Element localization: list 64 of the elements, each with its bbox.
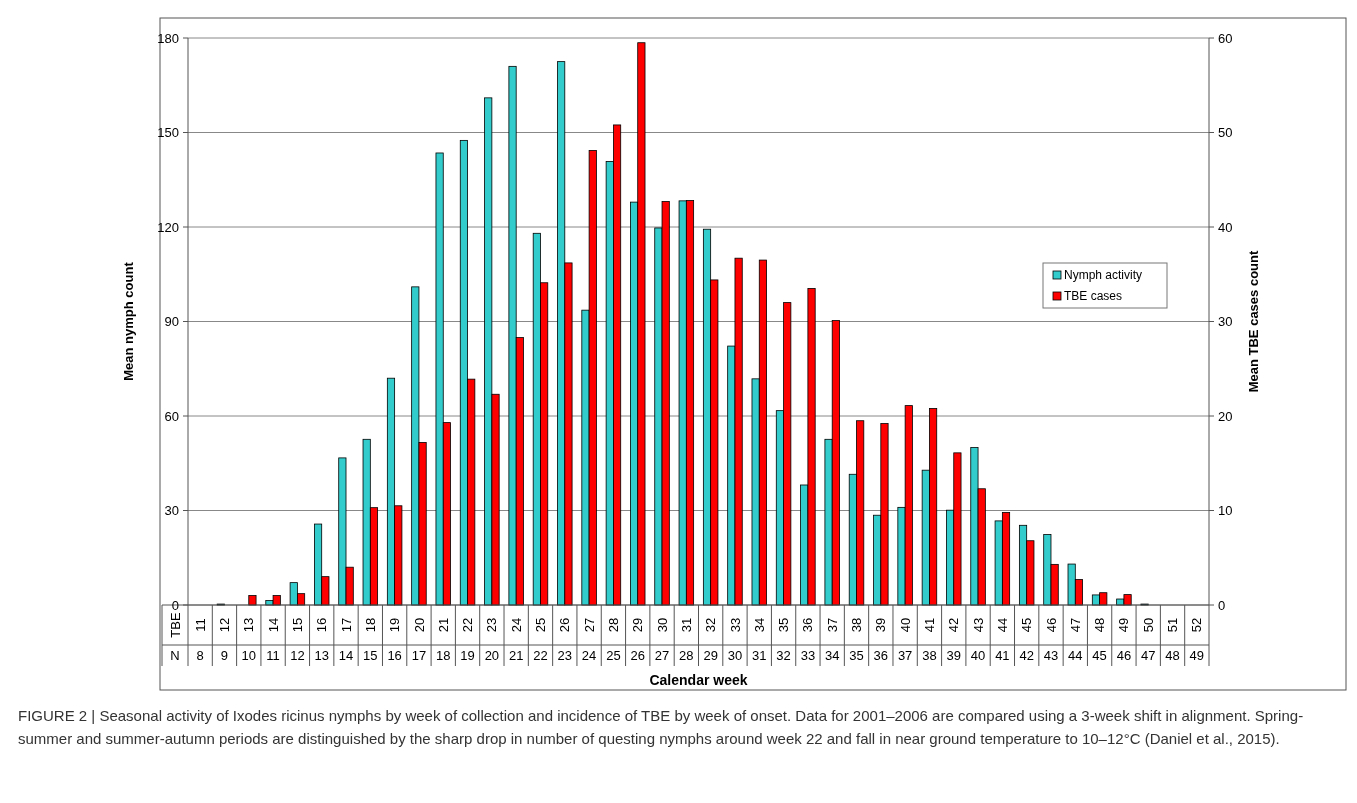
x-tick-label: 37 34 bbox=[824, 617, 840, 663]
x-tick-label: 36 33 bbox=[800, 617, 816, 663]
x-tick-label: 39 36 bbox=[873, 617, 889, 663]
x-tick-label: 25 22 bbox=[533, 617, 549, 663]
x-tick-label: 26 23 bbox=[557, 617, 573, 663]
x-tick-label: 46 43 bbox=[1043, 617, 1059, 663]
y2-tick-label: 0 bbox=[1218, 597, 1226, 613]
x-tick-label: 22 19 bbox=[460, 617, 476, 663]
x-tick-label: 18 15 bbox=[362, 617, 378, 663]
category-label: 11 8 bbox=[192, 618, 208, 663]
x-tick-label: 15 12 bbox=[289, 617, 305, 663]
y-tick-label: 30 bbox=[164, 503, 179, 519]
x-tick-label: 29 26 bbox=[630, 617, 646, 663]
y2-tick-label: 10 bbox=[1218, 503, 1233, 519]
legend-label: Nymph activity bbox=[1064, 268, 1143, 283]
x-tick-label: 33 30 bbox=[727, 617, 743, 663]
x-tick-label: 17 14 bbox=[338, 617, 354, 663]
x-tick-label: 49 46 bbox=[1116, 617, 1132, 663]
x-tick-label: 23 20 bbox=[484, 617, 500, 663]
x-tick-label: 38 35 bbox=[849, 617, 865, 663]
y2-tick-label: 20 bbox=[1218, 408, 1233, 424]
x-tick-label: 21 18 bbox=[435, 617, 451, 663]
y-tick-label: 120 bbox=[157, 219, 179, 235]
x-tick-label: 30 27 bbox=[654, 617, 670, 663]
x-tick-label: 40 37 bbox=[897, 617, 913, 663]
legend-label: TBE cases bbox=[1064, 289, 1123, 304]
x-axis-title: Calendar week bbox=[649, 672, 748, 688]
x-tick-label: 48 45 bbox=[1092, 617, 1108, 663]
text: N bbox=[170, 647, 180, 663]
x-tick-label: 28 25 bbox=[605, 617, 621, 663]
x-tick-label: 34 31 bbox=[751, 617, 767, 663]
y-tick-label: 60 bbox=[164, 408, 179, 424]
y-tick-label: 180 bbox=[157, 30, 179, 46]
x-tick-label: 19 16 bbox=[387, 617, 403, 663]
y2-axis-title: Mean TBE cases count bbox=[1246, 250, 1261, 393]
y-tick-label: 150 bbox=[157, 125, 179, 141]
x-tick-label: 31 28 bbox=[678, 617, 694, 663]
y2-tick-label: 60 bbox=[1218, 30, 1233, 46]
x-tick-label: 20 17 bbox=[411, 617, 427, 663]
x-tick-label: 41 38 bbox=[921, 617, 937, 663]
y2-tick-label: 50 bbox=[1218, 125, 1233, 141]
x-tick-label: 27 24 bbox=[581, 617, 597, 663]
x-tick-label: 13 10 bbox=[241, 617, 257, 663]
y-axis-title: Mean nymph count bbox=[121, 261, 136, 381]
y2-tick-label: 30 bbox=[1218, 314, 1233, 330]
x-tick-label: 24 21 bbox=[508, 617, 524, 663]
x-tick-label: 14 11 bbox=[265, 617, 281, 663]
x-tick-label: 16 13 bbox=[314, 617, 330, 663]
x-tick-label: 51 48 bbox=[1165, 617, 1181, 663]
y-tick-label: 0 bbox=[171, 597, 179, 613]
x-tick-label: 45 42 bbox=[1019, 617, 1035, 663]
x-tick-label: 47 44 bbox=[1067, 617, 1083, 663]
caption: FIGURE 2 | Seasonal activity of Ixodes ricinus nymphs by week of collection and incidence of TBE by week of onset. Data for 2001–2006 are compared using a 3-week shift in alignment. Spring-summer and summer-autumn periods are distinguished by the sharp drop in number of questing nymphs around week 22 and fall in near ground temperature to 10–12°C (Daniel et al., 2015). bbox=[17, 706, 1305, 749]
y2-tick-label: 40 bbox=[1218, 219, 1233, 235]
x-tick-label: 43 40 bbox=[970, 617, 986, 663]
x-tick-label: 44 41 bbox=[994, 617, 1010, 663]
x-tick-label: 52 49 bbox=[1189, 617, 1205, 663]
x-tick-label: 42 39 bbox=[946, 617, 962, 663]
x-tick-label: 35 32 bbox=[776, 617, 792, 663]
text: TBE bbox=[167, 612, 183, 638]
x-tick-label: 12 9 bbox=[217, 617, 233, 663]
x-tick-label: 32 29 bbox=[703, 617, 719, 663]
x-tick-label: 50 47 bbox=[1140, 617, 1156, 663]
y-tick-label: 90 bbox=[164, 314, 179, 330]
